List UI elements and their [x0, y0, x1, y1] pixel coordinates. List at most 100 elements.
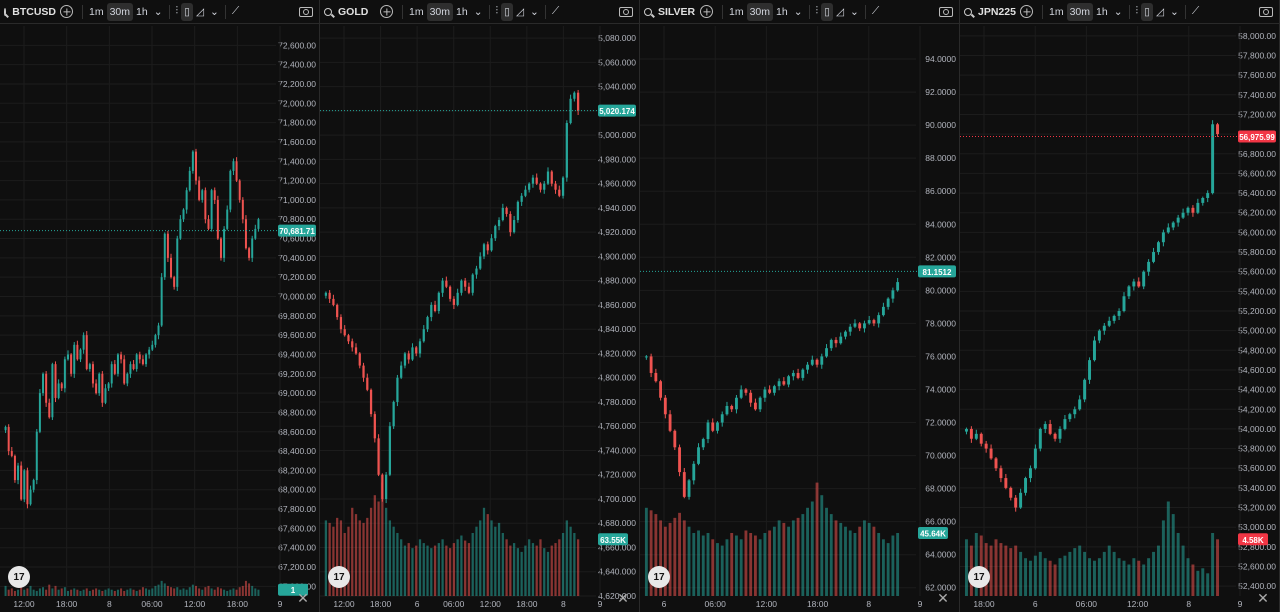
symbol-search[interactable]: SILVER	[644, 6, 696, 18]
chevron-down-icon[interactable]: ⌄	[793, 5, 803, 18]
volume-bar	[558, 539, 561, 596]
auto-scale-icon[interactable]: ✕	[937, 590, 949, 606]
symbol-search[interactable]: BTCUSD	[4, 6, 56, 18]
interval-button-30m[interactable]: 30m	[1066, 2, 1094, 21]
area-chart-icon[interactable]: ◿	[1155, 5, 1165, 18]
price-chart[interactable]: 5,080.0005,060.0005,040.0005,020.0005,00…	[320, 0, 640, 612]
price-chart[interactable]: 58,000.00 57,800.00 57,600.00 57,400.00 57,2…	[960, 0, 1280, 612]
tradingview-logo-icon[interactable]: 17	[8, 566, 30, 588]
interval-button-1m[interactable]: 1m	[409, 5, 424, 18]
interval-button-1m[interactable]: 1m	[89, 5, 104, 18]
interval-button-30m[interactable]: 30m	[426, 2, 454, 21]
camera-icon[interactable]	[299, 6, 313, 17]
bar-style-icon[interactable]: ⫶	[815, 5, 819, 17]
candle-body	[188, 170, 191, 191]
volume-bar	[381, 482, 384, 596]
volume-bar	[546, 551, 550, 596]
interval-button-1m[interactable]: 1m	[1049, 5, 1064, 18]
chevron-down-icon[interactable]: ⌄	[850, 5, 859, 18]
indicators-icon[interactable]: ⟋	[871, 5, 880, 17]
symbol-search[interactable]: JPN225	[964, 6, 1016, 18]
volume-bar	[388, 520, 392, 596]
interval-button-30m[interactable]: 30m	[746, 2, 774, 21]
volume-bar	[396, 533, 399, 596]
camera-icon[interactable]	[619, 6, 633, 17]
candle-body	[1181, 212, 1185, 218]
volume-bar	[60, 588, 63, 596]
candle-body	[377, 438, 380, 475]
chevron-down-icon[interactable]: ⌄	[153, 5, 163, 18]
y-tick-label: 4,960.000	[598, 179, 636, 189]
candle-body	[1186, 207, 1190, 213]
chevron-down-icon[interactable]: ⌄	[210, 5, 219, 18]
candles-icon[interactable]: ▯	[501, 2, 513, 21]
compare-symbol-icon[interactable]	[1020, 5, 1033, 18]
chevron-down-icon[interactable]: ⌄	[1113, 5, 1123, 18]
bar-style-icon[interactable]: ⫶	[1135, 5, 1139, 17]
volume-bar	[720, 545, 724, 596]
auto-scale-icon[interactable]: ✕	[297, 590, 309, 606]
camera-icon[interactable]	[1259, 6, 1273, 17]
chart-panel-jpn225[interactable]: JPN225 1m 30m 1h ⌄ ⫶ ▯ ◿ ⌄ ⟋ 58,000.00 57,800.00 57,…	[960, 0, 1280, 612]
interval-button-1h[interactable]: 1h	[136, 5, 148, 18]
volume-bar	[490, 520, 493, 596]
candle-body	[1004, 478, 1008, 488]
chevron-down-icon[interactable]: ⌄	[1170, 5, 1179, 18]
volume-bar	[430, 548, 433, 596]
compare-symbol-icon[interactable]	[60, 5, 73, 18]
volume-bar	[377, 501, 380, 596]
candle-body	[91, 364, 94, 384]
last-price-badge	[1238, 130, 1276, 143]
y-tick-label: 57,400.00	[1238, 90, 1276, 100]
candle-body	[490, 238, 493, 251]
candle-body	[343, 329, 346, 336]
chart-panel-silver[interactable]: SILVER 1m 30m 1h ⌄ ⫶ ▯ ◿ ⌄ ⟋ 94.0000 92.0000 90.0000…	[640, 0, 960, 612]
indicators-icon[interactable]: ⟋	[231, 5, 240, 17]
area-chart-icon[interactable]: ◿	[195, 5, 205, 18]
compare-symbol-icon[interactable]	[700, 5, 713, 18]
area-chart-icon[interactable]: ◿	[515, 5, 525, 18]
auto-scale-icon[interactable]: ✕	[1257, 590, 1269, 606]
bar-style-icon[interactable]: ⫶	[495, 5, 499, 17]
area-chart-icon[interactable]: ◿	[835, 5, 845, 18]
volume-bar	[673, 517, 677, 596]
indicators-icon[interactable]: ⟋	[551, 5, 560, 17]
volume-bar	[1058, 558, 1062, 596]
volume-bar	[120, 588, 123, 596]
volume-bar	[160, 580, 163, 596]
price-chart[interactable]: 72,600.00 72,400.00 72,200.00 72,000.00 71,8…	[0, 0, 320, 612]
chart-panel-gold[interactable]: GOLD 1m 30m 1h ⌄ ⫶ ▯ ◿ ⌄ ⟋ 5,080.000 5,060.000 5,040…	[320, 0, 640, 612]
interval-button-30m[interactable]: 30m	[106, 2, 134, 21]
tradingview-logo-icon[interactable]: 17	[968, 566, 990, 588]
candles-icon[interactable]: ▯	[821, 2, 833, 21]
volume-bar	[471, 533, 474, 596]
x-tick-label: 18:00	[370, 599, 392, 609]
auto-scale-icon[interactable]: ✕	[617, 590, 629, 606]
candle-body	[120, 354, 123, 360]
interval-button-1h[interactable]: 1h	[776, 5, 788, 18]
indicators-icon[interactable]: ⟋	[1191, 5, 1200, 17]
interval-button-1h[interactable]: 1h	[1096, 5, 1108, 18]
candle-body	[113, 364, 116, 374]
candle-body	[13, 455, 16, 481]
chevron-down-icon[interactable]: ⌄	[473, 5, 483, 18]
candles-icon[interactable]: ▯	[1141, 2, 1153, 21]
candle-body	[51, 364, 54, 418]
volume-bar	[407, 543, 410, 596]
chart-panel-btcusd[interactable]: BTCUSD 1m 30m 1h ⌄ ⫶ ▯ ◿ ⌄ ⟋ 72,600.00 72,400.00 72,…	[0, 0, 320, 612]
interval-button-1m[interactable]: 1m	[729, 5, 744, 18]
volume-bar	[891, 535, 895, 596]
camera-icon[interactable]	[939, 6, 953, 17]
chevron-down-icon[interactable]: ⌄	[530, 5, 539, 18]
candle-body	[415, 347, 418, 354]
candle-body	[373, 414, 376, 439]
volume-bar	[38, 588, 41, 596]
tradingview-logo-icon[interactable]: 17	[648, 566, 670, 588]
compare-symbol-icon[interactable]	[380, 5, 393, 18]
price-chart[interactable]: 94.0000 92.0000 90.0000 88.0000 86.0000 84.00…	[640, 0, 960, 612]
interval-button-1h[interactable]: 1h	[456, 5, 468, 18]
candles-icon[interactable]: ▯	[181, 2, 193, 21]
tradingview-logo-icon[interactable]: 17	[328, 566, 350, 588]
symbol-search[interactable]: GOLD	[324, 6, 376, 18]
bar-style-icon[interactable]: ⫶	[175, 5, 179, 17]
